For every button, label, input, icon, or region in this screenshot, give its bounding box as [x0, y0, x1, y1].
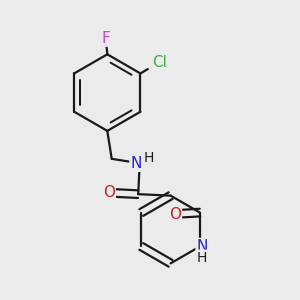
Text: N: N — [130, 156, 142, 171]
Text: O: O — [169, 206, 181, 221]
Text: N: N — [196, 239, 208, 254]
Text: H: H — [144, 151, 154, 165]
Text: F: F — [101, 31, 110, 46]
Text: H: H — [197, 250, 208, 265]
Text: Cl: Cl — [152, 55, 167, 70]
Text: O: O — [103, 185, 115, 200]
